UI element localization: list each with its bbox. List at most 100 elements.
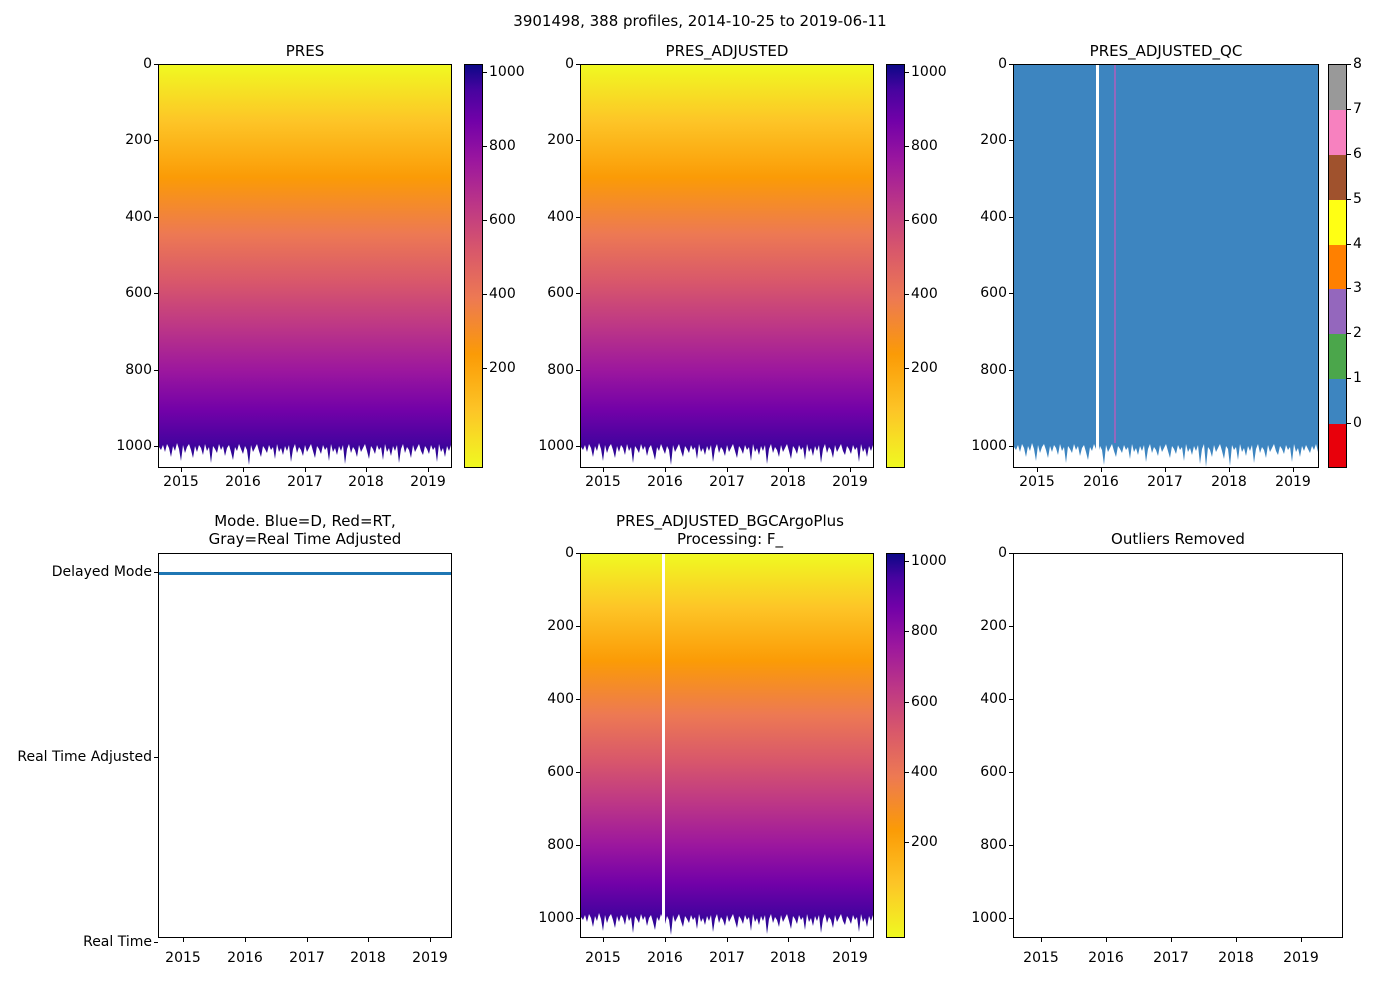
outliers-ytickmark-200 <box>1009 626 1013 628</box>
pres-adjusted-xtickmark-2018 <box>788 468 790 472</box>
pres-adjusted-colorbar[interactable] <box>886 64 905 468</box>
pres-adjusted-ytick-0: 0 <box>565 56 574 72</box>
pres-cbar-tickmark-800 <box>483 146 487 148</box>
qc-ytick-600: 600 <box>980 285 1007 301</box>
pres-adjusted-ytickmark-0 <box>576 64 580 66</box>
panel-pres-adjusted-qc-axes[interactable] <box>1013 64 1319 468</box>
pres-adjusted-ytick-200: 200 <box>547 132 574 148</box>
qc-data-gap-line <box>1096 65 1099 467</box>
bgcargoplus-base-spikes <box>581 913 873 937</box>
pres-xtickmark-2016 <box>243 468 245 472</box>
pres-cbar-tick-800: 800 <box>489 138 516 154</box>
bgcargoplus-xtickmark-2015 <box>603 938 605 942</box>
bgcargoplus-cbar-tickmark-1000 <box>905 561 909 563</box>
bgcargoplus-cbar-tickmark-200 <box>905 842 909 844</box>
panel-outliers-removed-title: Outliers Removed <box>1111 530 1245 548</box>
panel-pres-title: PRES <box>285 42 325 60</box>
qc-cbar-tickmark-2 <box>1347 333 1351 335</box>
outliers-xtickmark-2018 <box>1236 938 1238 942</box>
bgcargoplus-ytick-400: 400 <box>547 691 574 707</box>
qc-swatch-1 <box>1329 379 1346 425</box>
qc-cbar-tickmark-3 <box>1347 288 1351 290</box>
pres-heatmap <box>159 65 451 467</box>
outliers-ytick-800: 800 <box>980 837 1007 853</box>
pres-adjusted-heatmap <box>581 65 873 467</box>
outliers-ytickmark-1000 <box>1009 918 1013 920</box>
pres-xtickmark-2018 <box>366 468 368 472</box>
pres-cbar-tickmark-200 <box>483 368 487 370</box>
panel-pres-adjusted: PRES_ADJUSTED 0 200 400 600 800 1000 201… <box>420 40 946 490</box>
pres-adjusted-xtick-2017: 2017 <box>709 474 745 490</box>
panel-pres-axes[interactable] <box>158 64 452 468</box>
pres-adjusted-xtick-2015: 2015 <box>585 474 621 490</box>
qc-xtickmark-2017 <box>1165 468 1167 472</box>
mode-xtick-2019: 2019 <box>412 950 448 966</box>
panel-pres-adjusted-title: PRES_ADJUSTED <box>665 42 789 60</box>
pres-adjusted-cbar-tickmark-400 <box>905 294 909 296</box>
bgcargoplus-ytickmark-600 <box>576 772 580 774</box>
qc-cbar-tickmark-4 <box>1347 243 1351 245</box>
mode-ytick-delayed: Delayed Mode <box>51 564 152 580</box>
bgcargoplus-missing-profile-line <box>662 554 665 937</box>
bgcargoplus-ytickmark-800 <box>576 845 580 847</box>
qc-cbar-tick-2: 2 <box>1353 325 1362 342</box>
qc-cbar-tick-0: 0 <box>1353 415 1362 432</box>
mode-xtickmark-2017 <box>307 938 309 942</box>
panel-pres-adjusted-bgcargoplus-axes[interactable] <box>580 553 874 938</box>
panel-pres-adjusted-bgcargoplus: PRES_ADJUSTED_BGCArgoPlus Processing: F_… <box>420 510 946 980</box>
pres-cbar-tick-200: 200 <box>489 360 516 376</box>
panel-outliers-removed-axes[interactable] <box>1013 553 1343 938</box>
panel-pres-adjusted-axes[interactable] <box>580 64 874 468</box>
pres-ytickmark-600 <box>154 293 158 295</box>
bgcargoplus-xtickmark-2018 <box>788 938 790 942</box>
mode-ytickmark-delayed <box>154 572 158 574</box>
outliers-xtick-2019: 2019 <box>1283 950 1319 966</box>
qc-ytick-0: 0 <box>998 56 1007 72</box>
panel-outliers-removed: Outliers Removed 0 200 400 600 800 1000 … <box>860 510 1400 980</box>
qc-cbar-tickmark-5 <box>1347 198 1351 200</box>
qc-xtick-2018: 2018 <box>1211 474 1247 490</box>
bgcargoplus-ytick-600: 600 <box>547 764 574 780</box>
pres-cbar-tick-1000: 1000 <box>489 64 525 80</box>
qc-cbar-tick-5: 5 <box>1353 190 1362 207</box>
outliers-ytick-1000: 1000 <box>971 910 1007 926</box>
mode-xtickmark-2018 <box>368 938 370 942</box>
qc-xtickmark-2016 <box>1101 468 1103 472</box>
bgcargoplus-xtickmark-2019 <box>850 938 852 942</box>
bgcargoplus-xtickmark-2017 <box>727 938 729 942</box>
bgcargoplus-heatmap <box>581 554 873 937</box>
pres-adjusted-ytick-800: 800 <box>547 362 574 378</box>
mode-xtick-2015: 2015 <box>165 950 201 966</box>
bgcargoplus-cbar-tick-200: 200 <box>911 834 938 850</box>
panel-mode-axes[interactable] <box>158 553 452 938</box>
pres-cbar-tick-400: 400 <box>489 286 516 302</box>
pres-adjusted-xtickmark-2017 <box>727 468 729 472</box>
bgcargoplus-ytickmark-400 <box>576 699 580 701</box>
pres-adjusted-ytickmark-400 <box>576 217 580 219</box>
outliers-xtick-2018: 2018 <box>1218 950 1254 966</box>
pres-ytick-800: 800 <box>125 362 152 378</box>
bgcargoplus-ytick-0: 0 <box>565 545 574 561</box>
pres-adjusted-cbar-tickmark-600 <box>905 220 909 222</box>
panel-pres-adjusted-qc: PRES_ADJUSTED_QC 0 200 400 600 800 1000 … <box>860 40 1400 490</box>
pres-xtick-2017: 2017 <box>287 474 323 490</box>
outliers-ytickmark-600 <box>1009 772 1013 774</box>
qc-ytick-400: 400 <box>980 209 1007 225</box>
bgcargoplus-cbar-tick-800: 800 <box>911 623 938 639</box>
mode-ytick-rt-adjusted: Real Time Adjusted <box>17 749 152 765</box>
qc-cbar-tick-3: 3 <box>1353 280 1362 297</box>
qc-swatch-8 <box>1329 65 1346 110</box>
pres-ytick-1000: 1000 <box>116 438 152 454</box>
qc-ytickmark-1000 <box>1009 446 1013 448</box>
bgcargoplus-cbar-tick-600: 600 <box>911 694 938 710</box>
outliers-ytickmark-800 <box>1009 845 1013 847</box>
pres-colorbar-gradient <box>465 65 482 467</box>
bgcargoplus-colorbar[interactable] <box>886 553 905 938</box>
qc-colorbar[interactable] <box>1328 64 1347 468</box>
pres-ytickmark-200 <box>154 140 158 142</box>
mode-xtickmark-2019 <box>430 938 432 942</box>
pres-colorbar[interactable] <box>464 64 483 468</box>
pres-cbar-tickmark-400 <box>483 294 487 296</box>
qc-ytickmark-0 <box>1009 64 1013 66</box>
qc-cbar-tickmark-1 <box>1347 378 1351 380</box>
